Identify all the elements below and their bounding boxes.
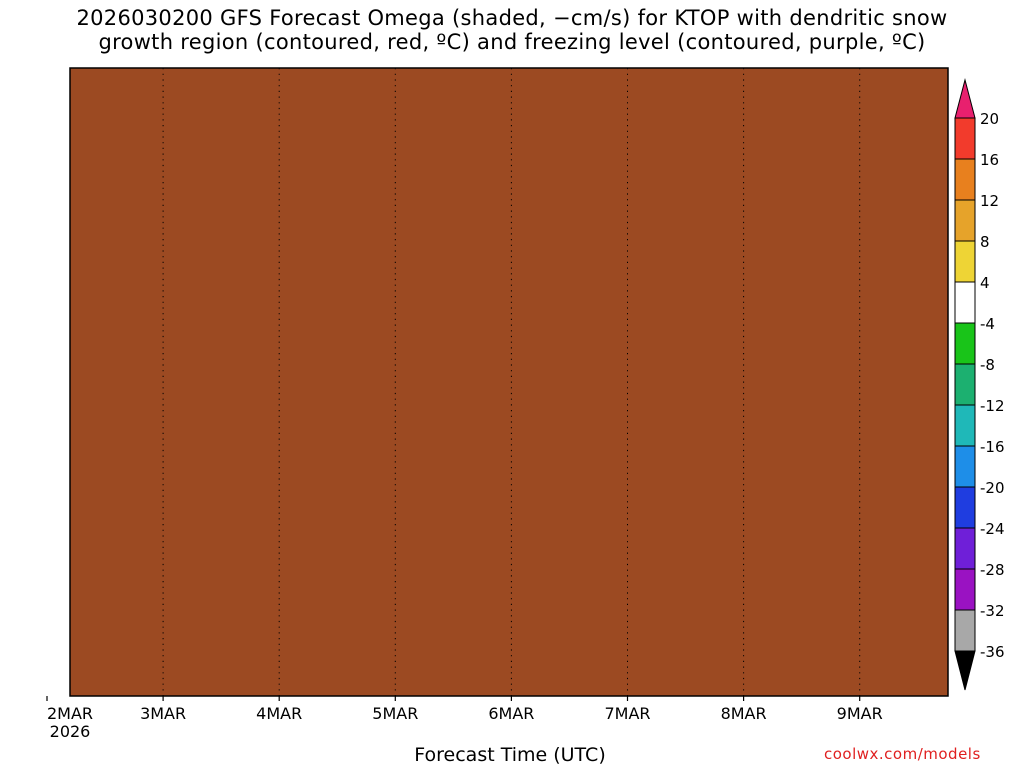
colorbar-bin: [954, 486, 976, 529]
colorbar-label: 8: [980, 233, 990, 251]
x-tick-label: 7MAR: [604, 704, 650, 723]
colorbar-bin: [954, 158, 976, 201]
x-tick-label: 5MAR: [372, 704, 418, 723]
colorbar-label: -12: [980, 397, 1005, 415]
colorbar-bin: [954, 445, 976, 488]
colorbar-label: -32: [980, 602, 1005, 620]
colorbar-bin: [954, 568, 976, 611]
colorbar-bin: [954, 322, 976, 365]
colorbar-bin: [954, 117, 976, 160]
colorbar-label: -28: [980, 561, 1005, 579]
x-tick-sublabel: 2026: [50, 722, 91, 741]
chart-title: 2026030200 GFS Forecast Omega (shaded, −…: [0, 6, 1024, 54]
colorbar-bin: [954, 240, 976, 283]
x-tick-label: 4MAR: [256, 704, 302, 723]
colorbar-bin: [954, 199, 976, 242]
colorbar-bin: [954, 363, 976, 406]
x-tick-label: 6MAR: [488, 704, 534, 723]
colorbar-label: -36: [980, 643, 1005, 661]
colorbar-label: -16: [980, 438, 1005, 456]
colorbar-label: -8: [980, 356, 995, 374]
ground-fill: [70, 68, 948, 696]
colorbar-label: 20: [980, 110, 999, 128]
colorbar-bottom-arrow: [954, 650, 976, 691]
chart-title-line-2: growth region (contoured, red, ºC) and f…: [98, 30, 926, 54]
colorbar-bin: [954, 527, 976, 570]
colorbar-label: -20: [980, 479, 1005, 497]
x-axis-title: Forecast Time (UTC): [414, 744, 606, 766]
ground-surface: [70, 68, 948, 696]
colorbar-label: 4: [980, 274, 990, 292]
colorbar-label: -24: [980, 520, 1005, 538]
x-tick-label: 3MAR: [140, 704, 186, 723]
colorbar-bin: [954, 404, 976, 447]
colorbar-label: 12: [980, 192, 999, 210]
colorbar-label: 16: [980, 151, 999, 169]
x-tick-label: 2MAR: [47, 704, 93, 723]
site-watermark: coolwx.com/models: [824, 745, 981, 763]
plot-frame: [69, 67, 949, 697]
chart-title-line-1: 2026030200 GFS Forecast Omega (shaded, −…: [76, 6, 948, 30]
colorbar: 20 16 12 8 4 -4 -8 -12 -16 -20 -24 -28 -32 -36: [954, 78, 1005, 691]
colorbar-bin: [954, 281, 976, 324]
colorbar-bin: [954, 609, 976, 652]
x-tick-label: 9MAR: [837, 704, 883, 723]
colorbar-top-arrow: [954, 78, 976, 119]
x-tick-label: 8MAR: [721, 704, 767, 723]
colorbar-label: -4: [980, 315, 995, 333]
grid-lines: [162, 68, 861, 696]
